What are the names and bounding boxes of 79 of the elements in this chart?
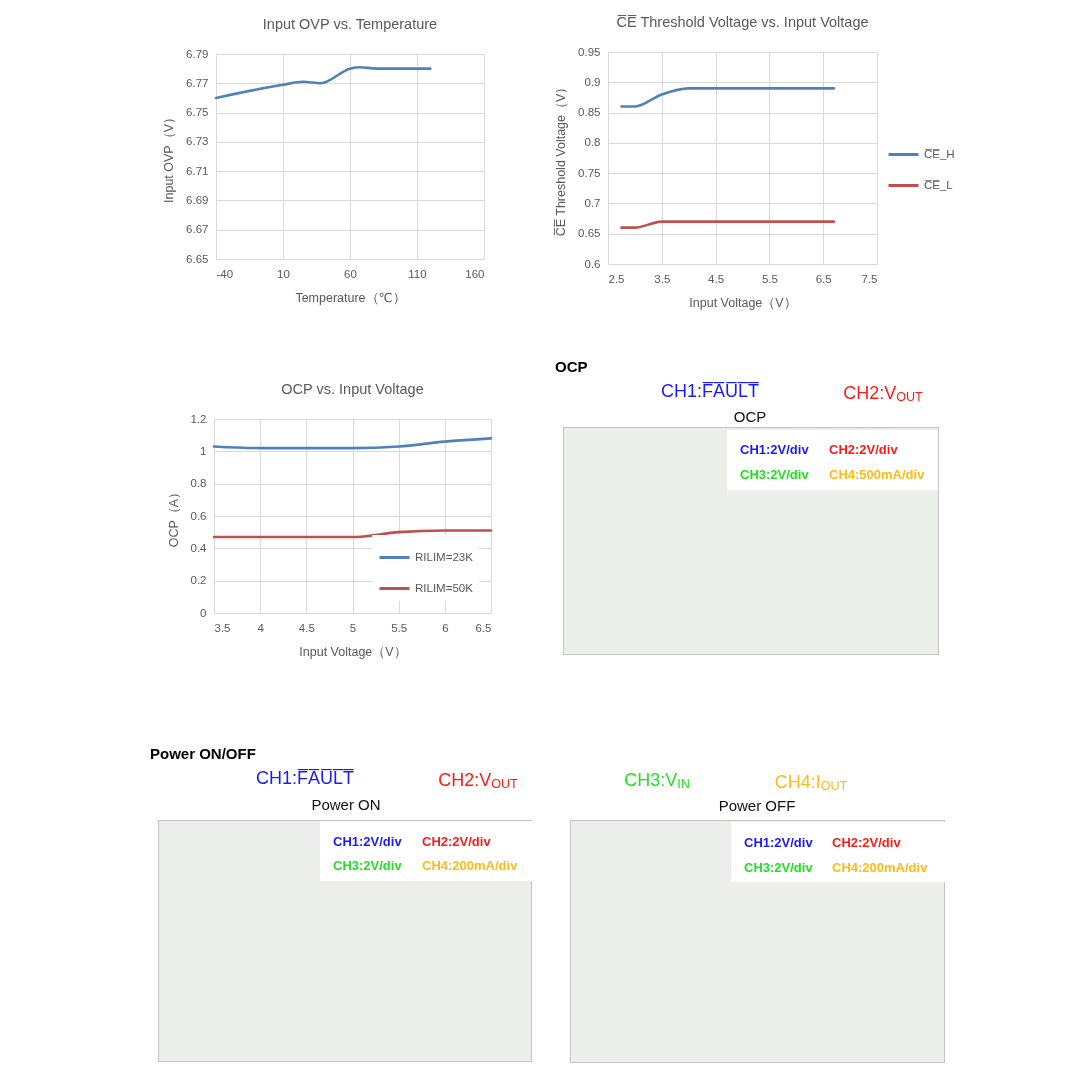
y-tick-label: 0.85 xyxy=(578,106,601,119)
x-axis-title: Temperature（℃） xyxy=(295,291,406,305)
line-series xyxy=(212,437,493,450)
chart-title: OCP vs. Input Voltage xyxy=(281,380,424,397)
y-tick-label: 0 xyxy=(200,606,207,619)
x-tick-label: 6.5 xyxy=(815,272,832,285)
x-tick-label: 5.5 xyxy=(391,621,408,634)
y-tick-label: 0.2 xyxy=(190,574,207,587)
y-axis-title: Input OVP（V） xyxy=(162,110,177,204)
legend-label: RILIM=50K xyxy=(415,581,474,594)
x-tick-label: 10 xyxy=(277,267,290,280)
x-tick-label: 160 xyxy=(465,267,485,280)
text: CH1:2V/div xyxy=(744,834,813,851)
text: CH2:2V/div xyxy=(422,833,491,850)
chart-title: Input OVP vs. Temperature xyxy=(262,15,438,32)
y-tick-label: 1.2 xyxy=(190,412,207,425)
x-tick-label: 3.5 xyxy=(654,272,671,285)
text: CH1:F̅A̅U̅L̅T̅ xyxy=(255,768,355,789)
legend-label: RILIM=23K xyxy=(415,550,474,563)
y-tick-label: 0.6 xyxy=(584,257,601,270)
legend-label: C̅E̅_H xyxy=(924,147,955,160)
y-tick-label: 6.73 xyxy=(186,135,209,148)
text: Power ON xyxy=(311,795,381,814)
y-tick-label: 0.8 xyxy=(190,477,207,490)
y-tick-label: 0.75 xyxy=(578,166,601,179)
y-axis-title: C̅E̅ Threshold Voltage（V） xyxy=(554,80,569,237)
text: CH4:I$_{OUT}$ xyxy=(774,771,848,794)
legend-label: C̅E̅_L xyxy=(924,178,954,191)
y-tick-label: 6.69 xyxy=(186,193,209,206)
text: CH1:F̅A̅U̅L̅T̅ xyxy=(660,381,760,402)
y-tick-label: 0.4 xyxy=(190,541,208,554)
y-tick-label: 1 xyxy=(200,444,207,457)
x-tick-label: 6.5 xyxy=(475,621,492,634)
text: CH3:V$_{IN}$ xyxy=(624,769,690,792)
text: CH4:200mA/div xyxy=(422,857,518,874)
y-tick-label: 0.65 xyxy=(578,227,601,240)
text: CH3:2V/div xyxy=(333,857,402,874)
y-axis-title: OCP（A） xyxy=(166,485,181,548)
text: CH2:V$_{OUT}$ xyxy=(438,769,518,792)
x-tick-label: 2.5 xyxy=(608,272,625,285)
y-tick-label: 6.71 xyxy=(186,164,209,177)
x-tick-label: 5 xyxy=(349,621,357,634)
y-tick-label: 0.8 xyxy=(584,136,601,149)
x-tick-label: 3.5 xyxy=(214,621,231,634)
text: CH1:2V/div xyxy=(740,441,809,458)
text: CH2:V$_{OUT}$ xyxy=(843,382,923,405)
text: CH2:2V/div xyxy=(829,441,898,458)
x-tick-label: -40 xyxy=(216,267,234,280)
text: Power OFF xyxy=(718,796,796,815)
y-tick-label: 6.77 xyxy=(186,76,209,89)
x-axis-title: Input Voltage（V） xyxy=(689,296,797,310)
x-tick-label: 7.5 xyxy=(861,272,878,285)
text: OCP xyxy=(733,407,767,426)
text: CH3:2V/div xyxy=(740,466,809,483)
y-tick-label: 6.75 xyxy=(186,106,209,119)
x-tick-label: 60 xyxy=(344,267,357,280)
x-tick-label: 6 xyxy=(442,621,449,634)
line-series xyxy=(214,65,432,100)
x-tick-label: 4 xyxy=(257,621,265,634)
y-tick-label: 6.67 xyxy=(186,223,209,236)
text: CH2:2V/div xyxy=(832,834,901,851)
y-tick-label: 0.6 xyxy=(190,509,207,522)
y-tick-label: 0.9 xyxy=(584,75,601,88)
text: CH1:2V/div xyxy=(333,833,402,850)
x-tick-label: 110 xyxy=(408,267,427,280)
x-tick-label: 4.5 xyxy=(708,272,725,285)
text: CH3:2V/div xyxy=(744,859,813,876)
y-tick-label: 6.65 xyxy=(186,252,209,265)
y-tick-label: 0.95 xyxy=(578,45,601,58)
y-tick-label: 6.79 xyxy=(186,47,209,60)
x-tick-label: 5.5 xyxy=(761,272,778,285)
text: CH4:500mA/div xyxy=(829,466,925,483)
y-tick-label: 0.7 xyxy=(584,196,601,209)
text: OCP xyxy=(555,357,588,376)
x-axis-title: Input Voltage（V） xyxy=(299,645,407,659)
x-tick-label: 4.5 xyxy=(298,621,315,634)
chart-title: C̅E̅ Threshold Voltage vs. Input Voltage xyxy=(616,13,869,30)
text: CH4:200mA/div xyxy=(832,859,928,876)
text: Power ON/OFF xyxy=(150,744,256,763)
